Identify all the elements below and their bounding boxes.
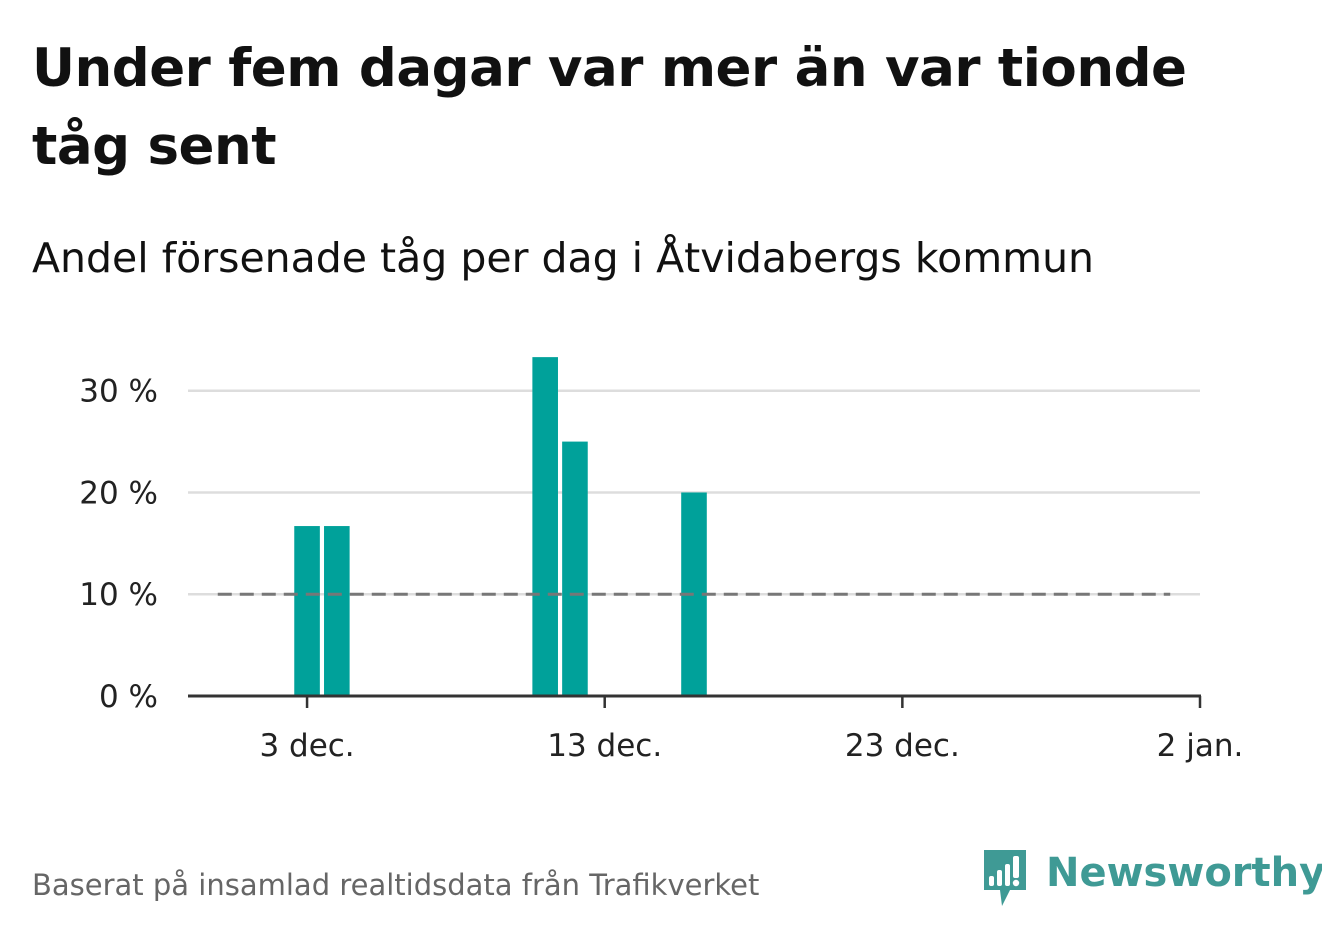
brand-logo: Newsworthy: [980, 846, 1322, 910]
chart-title: Under fem dagar var mer än var tionde tå…: [32, 38, 1187, 177]
y-tick-label: 20 %: [79, 475, 158, 511]
source-note: Baserat på insamlad realtidsdata från Tr…: [32, 868, 760, 902]
x-tick-label: 3 dec.: [259, 728, 354, 764]
bar-chart: 0 % 10 % 20 % 30 % 3 dec. 13 dec. 23 dec. 2 ja…: [79, 357, 1243, 764]
bar: [294, 526, 320, 696]
chart-subtitle: Andel försenade tåg per dag i Åtvidaberg…: [32, 234, 1095, 282]
bars: [294, 357, 707, 696]
y-tick-label: 30 %: [79, 374, 158, 410]
y-tick-label: 10 %: [79, 577, 158, 613]
newsworthy-logo-icon: [984, 850, 1026, 906]
x-tick-label: 23 dec.: [845, 728, 960, 764]
x-tick-label: 2 jan.: [1157, 728, 1244, 764]
bar: [324, 526, 350, 696]
y-tick-labels: 0 % 10 % 20 % 30 %: [79, 374, 158, 715]
y-tick-label: 0 %: [99, 679, 158, 715]
x-tick-label: 13 dec.: [547, 728, 662, 764]
bar: [562, 441, 588, 696]
x-tick-labels: 3 dec. 13 dec. 23 dec. 2 jan.: [259, 728, 1243, 764]
axes: [188, 694, 1202, 708]
brand-name: Newsworthy: [1046, 850, 1322, 896]
bar: [532, 357, 558, 696]
